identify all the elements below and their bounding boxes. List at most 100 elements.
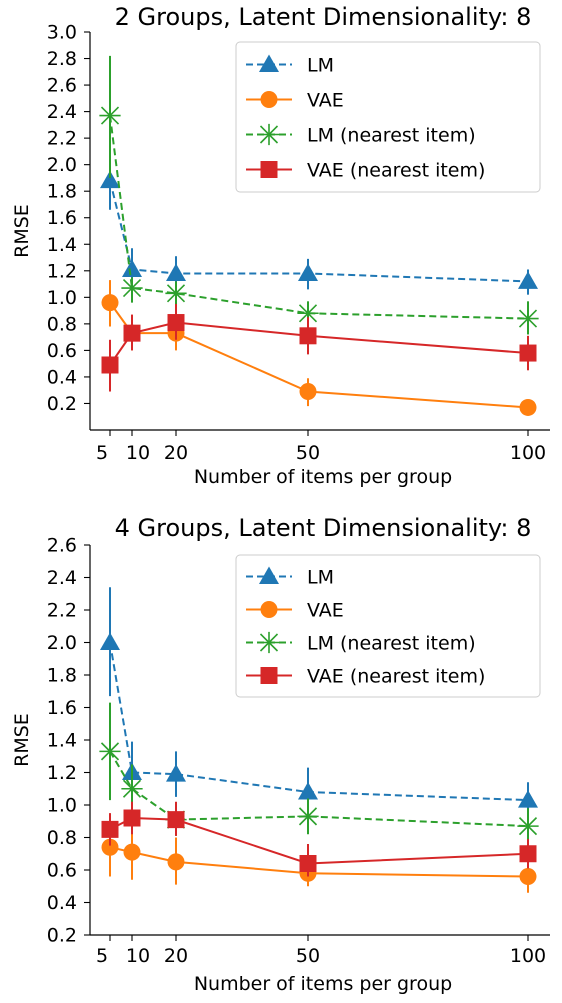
data-point xyxy=(123,843,141,861)
x-tick-label: 5 xyxy=(96,945,108,967)
legend-label: LM xyxy=(307,567,334,589)
y-tick-label: 0.2 xyxy=(47,925,77,947)
y-tick-label: 0.6 xyxy=(47,340,77,362)
chart-panel-2: 4 Groups, Latent Dimensionality: 8 0.2 0.4… xyxy=(11,514,550,995)
data-point xyxy=(519,868,537,885)
y-tick-label: 0.8 xyxy=(47,313,77,335)
legend-label: VAE xyxy=(307,600,344,622)
data-point xyxy=(299,327,317,345)
y-tick-label: 1.4 xyxy=(47,730,77,752)
series-vae-nearest-item xyxy=(101,801,537,877)
legend-label: VAE xyxy=(307,90,344,112)
data-point xyxy=(298,782,318,800)
data-point xyxy=(123,809,141,827)
y-tick-label: 1.0 xyxy=(47,795,77,817)
x-tick-label: 10 xyxy=(126,945,150,967)
y-tick-label: 0.6 xyxy=(47,860,77,882)
y-tick-label: 1.4 xyxy=(47,234,77,256)
data-point xyxy=(99,104,121,127)
data-point xyxy=(517,307,539,330)
data-point xyxy=(100,170,120,189)
y-tick-label: 2.4 xyxy=(47,101,77,123)
data-point xyxy=(165,282,187,304)
legend-item: LM (nearest item) xyxy=(246,123,476,147)
data-point xyxy=(166,764,186,782)
y-axis-label: RMSE xyxy=(11,713,33,767)
y-tick-label: 0.4 xyxy=(47,892,77,914)
data-point xyxy=(518,271,538,289)
y-tick-label: 2.2 xyxy=(47,600,77,622)
data-point xyxy=(167,853,185,871)
legend-item: VAE (nearest item) xyxy=(246,666,485,688)
legend-frame xyxy=(235,41,541,193)
y-tick-label: 1.8 xyxy=(47,181,77,203)
data-point xyxy=(101,820,119,838)
data-point xyxy=(299,855,317,872)
legend-item: LM xyxy=(246,566,334,589)
x-tick-label: 100 xyxy=(510,442,546,464)
y-tick-label: 1.6 xyxy=(47,697,77,719)
x-tick-label: 5 xyxy=(96,442,108,464)
data-point xyxy=(167,811,185,829)
y-tick-label: 2.0 xyxy=(47,632,77,654)
series-line xyxy=(109,750,529,828)
y-tick-label: 1.2 xyxy=(47,260,77,282)
legend-label: VAE (nearest item) xyxy=(307,160,485,182)
legend-item: LM (nearest item) xyxy=(246,631,476,655)
legend-marker xyxy=(260,161,278,178)
legend-marker xyxy=(259,566,279,584)
data-point xyxy=(101,294,119,312)
legend-marker xyxy=(258,123,280,146)
y-tick-label: 2.2 xyxy=(47,128,77,150)
y-tick-label: 1.0 xyxy=(47,287,77,309)
series-line xyxy=(109,180,529,283)
data-point xyxy=(518,790,538,808)
y-tick-label: 0.2 xyxy=(47,393,77,415)
data-point xyxy=(519,398,537,416)
series-vae-nearest-item xyxy=(101,303,537,392)
y-tick-label: 1.8 xyxy=(47,665,77,687)
legend: LM VAE LM (nearest item) VAE (nearest item) xyxy=(235,554,541,698)
series-lm-nearest-item xyxy=(99,702,539,844)
legend-marker xyxy=(258,631,280,654)
y-axis-label: RMSE xyxy=(11,204,33,258)
data-point xyxy=(121,778,143,800)
y-tick-label: 2.6 xyxy=(47,535,77,557)
series-line xyxy=(109,115,529,320)
x-tick-label: 20 xyxy=(164,945,188,967)
y-tick-label: 1.2 xyxy=(47,762,77,784)
chart-title: 2 Groups, Latent Dimensionality: 8 xyxy=(115,3,532,31)
chart-title: 4 Groups, Latent Dimensionality: 8 xyxy=(115,514,532,542)
x-axis-label: Number of items per group xyxy=(194,973,452,995)
data-point xyxy=(166,263,186,281)
data-point xyxy=(167,314,185,332)
x-tick-label: 100 xyxy=(510,945,546,967)
data-point xyxy=(99,740,121,762)
legend-label: LM (nearest item) xyxy=(307,125,476,147)
y-tick-label: 2.0 xyxy=(47,154,77,176)
legend-marker xyxy=(260,601,278,618)
legend-item: VAE xyxy=(246,90,344,112)
data-point xyxy=(298,263,318,281)
legend-label: LM xyxy=(307,55,334,77)
legend-label: LM (nearest item) xyxy=(307,633,476,655)
data-point xyxy=(101,356,119,374)
data-point xyxy=(519,845,537,863)
data-point xyxy=(100,632,120,650)
data-point xyxy=(519,344,537,362)
series-group xyxy=(99,55,539,416)
data-point xyxy=(299,383,317,401)
x-tick-label: 20 xyxy=(164,442,188,464)
legend: LM VAE LM (nearest item) VAE (nearest item) xyxy=(235,41,541,193)
legend-marker xyxy=(260,91,278,108)
axes: 0.2 0.4 0.6 0.8 1.0 1.2 1.4 1.6 1.8 2.0 2.2 2.4 2.6 5… xyxy=(47,535,550,967)
data-point xyxy=(101,838,119,856)
x-tick-label: 10 xyxy=(126,442,150,464)
x-axis-label: Number of items per group xyxy=(194,466,452,488)
legend-marker xyxy=(259,54,279,72)
chart-panel-1: 2 Groups, Latent Dimensionality: 8 0.2 0.4… xyxy=(11,3,550,488)
data-point xyxy=(123,324,141,342)
legend-marker xyxy=(260,667,278,684)
